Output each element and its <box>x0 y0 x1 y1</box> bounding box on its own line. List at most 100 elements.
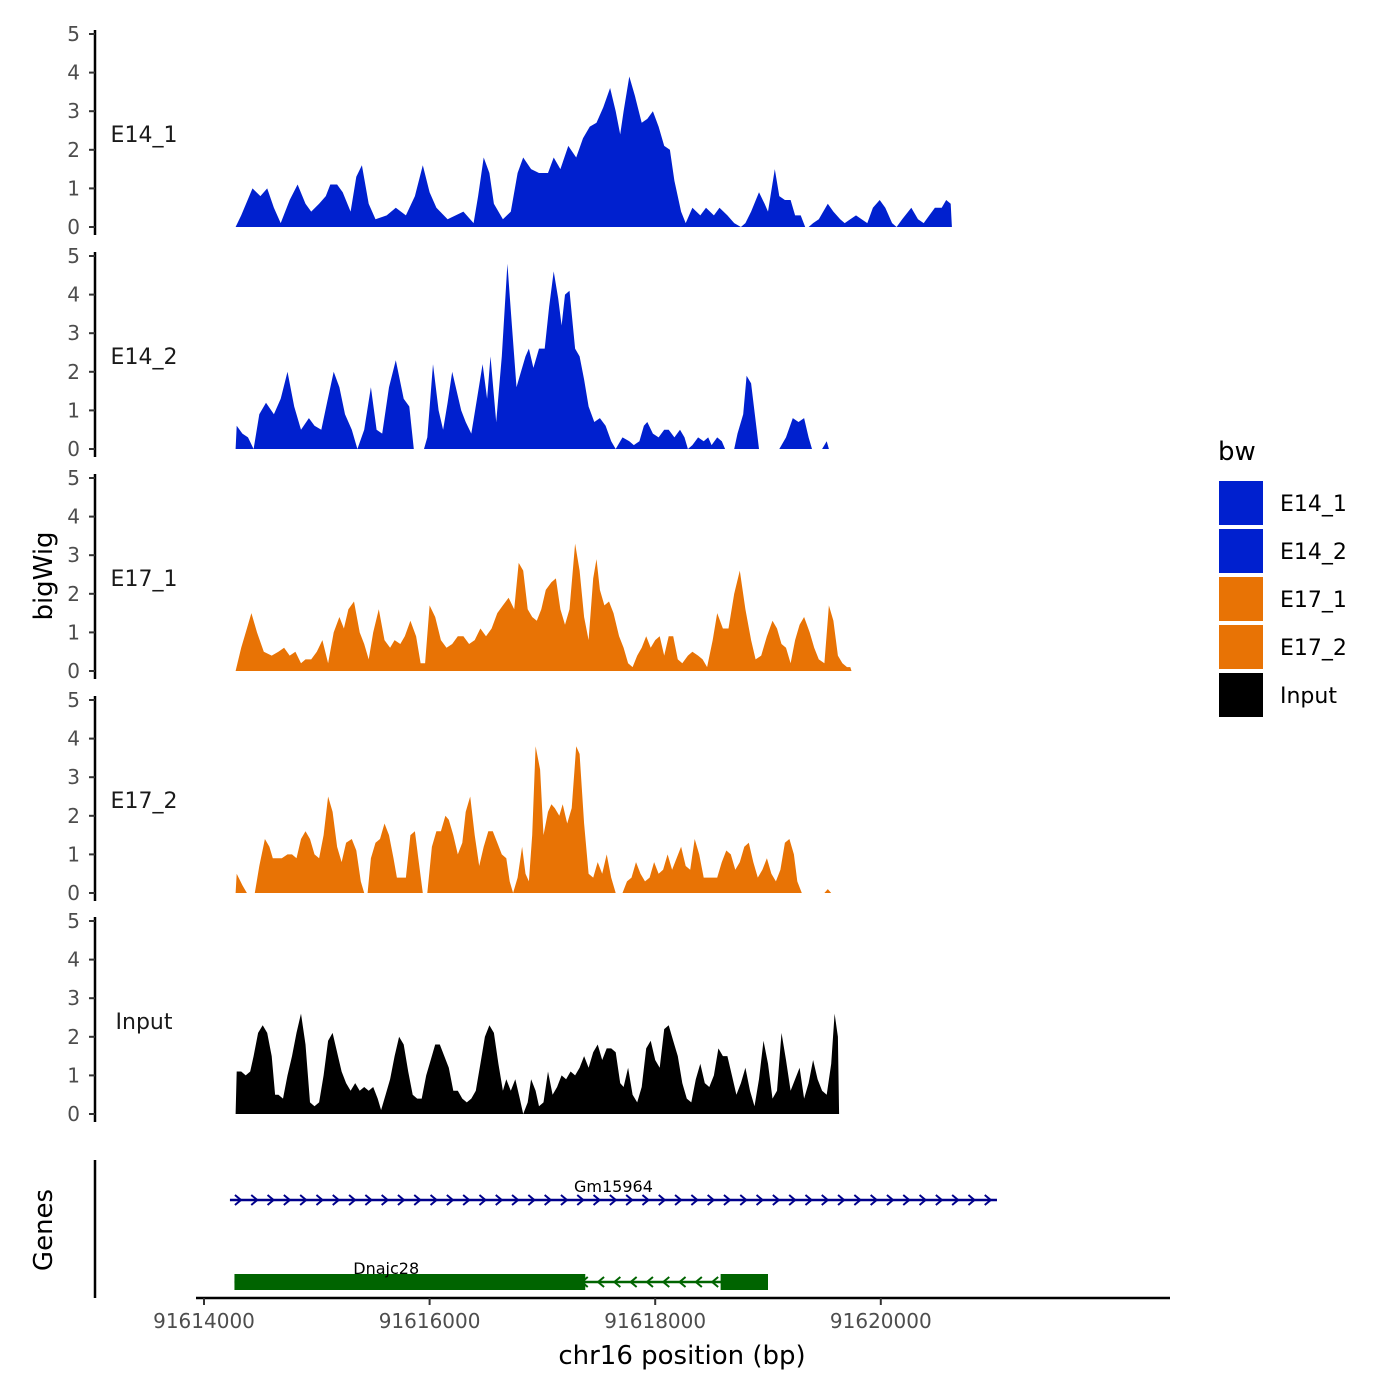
strand-chevron <box>710 1276 719 1288</box>
panel-label: Input <box>116 1010 173 1035</box>
strand-chevron <box>918 1194 928 1206</box>
panel-label: E17_1 <box>111 567 178 592</box>
coverage-area-e14-2 <box>235 263 829 449</box>
strand-chevron <box>837 1194 846 1206</box>
strand-chevron <box>629 1276 638 1288</box>
y-tick-label: 2 <box>67 138 80 162</box>
strand-chevron <box>315 1194 325 1206</box>
y-tick-label: 4 <box>67 283 80 307</box>
strand-chevron <box>612 1276 621 1288</box>
y-tick-label: 5 <box>67 244 80 268</box>
strand-chevron <box>609 1194 618 1206</box>
strand-chevron <box>332 1194 341 1206</box>
y-tick-label: 1 <box>67 842 80 866</box>
x-tick-label: 91616000 <box>379 1309 481 1333</box>
strand-chevron <box>821 1194 830 1206</box>
strand-chevron <box>495 1194 504 1206</box>
strand-chevron <box>804 1194 814 1206</box>
strand-chevron <box>677 1276 687 1288</box>
strand-chevron <box>658 1194 667 1206</box>
panel-label: E17_2 <box>111 789 178 814</box>
strand-chevron <box>478 1194 488 1206</box>
panel-label: E14_2 <box>111 345 178 370</box>
strand-chevron <box>674 1194 683 1206</box>
y-tick-label: 0 <box>67 437 80 461</box>
strand-chevron <box>234 1194 243 1206</box>
exon-block <box>234 1274 586 1290</box>
strand-chevron <box>690 1194 699 1206</box>
legend-label: Input <box>1280 684 1337 709</box>
strand-chevron <box>429 1194 439 1206</box>
strand-chevron <box>381 1194 390 1206</box>
strand-chevron <box>511 1194 520 1206</box>
strand-chevron <box>694 1276 703 1288</box>
y-tick-label: 4 <box>67 727 80 751</box>
track-e14-1: 0 1 2 3 4 5 E14_1 <box>67 22 952 239</box>
x-tick-label: 91618000 <box>604 1309 706 1333</box>
y-tick-label: 1 <box>67 398 80 422</box>
strand-chevron <box>625 1194 634 1206</box>
y-tick-label: 0 <box>67 215 80 239</box>
strand-chevron <box>283 1194 292 1206</box>
y-tick-label: 1 <box>67 620 80 644</box>
strand-chevron <box>935 1194 944 1206</box>
y-tick-label: 2 <box>67 582 80 606</box>
y-tick-label: 2 <box>67 360 80 384</box>
y-tick-label: 4 <box>67 948 80 972</box>
strand-chevron <box>413 1194 422 1206</box>
legend-label: E14_1 <box>1280 492 1347 517</box>
y-tick-label: 2 <box>67 1025 80 1049</box>
strand-chevron <box>266 1194 276 1206</box>
strand-chevron <box>755 1194 765 1206</box>
x-tick-label: 91620000 <box>830 1309 932 1333</box>
strand-chevron <box>544 1194 553 1206</box>
y-tick-label: 1 <box>67 176 80 200</box>
strand-chevron <box>596 1276 605 1288</box>
x-tick-label: 91614000 <box>153 1309 255 1333</box>
x-axis: 91614000 91616000 91618000 91620000 <box>153 1296 1170 1333</box>
exon-block <box>720 1274 768 1290</box>
y-tick-label: 4 <box>67 61 80 85</box>
genes-axis-title: Genes <box>29 1189 59 1271</box>
strand-chevron <box>853 1194 862 1206</box>
strand-chevron <box>527 1194 536 1206</box>
strand-chevron <box>707 1194 716 1206</box>
y-tick-label: 3 <box>67 765 80 789</box>
strand-chevron <box>299 1194 308 1206</box>
strand-chevron <box>348 1194 357 1206</box>
strand-chevron <box>645 1276 654 1288</box>
strand-chevron <box>661 1276 670 1288</box>
strand-chevron <box>723 1194 732 1206</box>
legend-key-input <box>1217 671 1265 719</box>
legend-key-e17-2 <box>1217 623 1265 671</box>
strand-chevron <box>739 1194 748 1206</box>
y-tick-label: 5 <box>67 909 80 933</box>
legend-title: bw <box>1218 437 1256 467</box>
strand-chevron <box>886 1194 895 1206</box>
coverage-tracks: 0 1 2 3 4 5 E14_1 0 1 2 3 4 5 E14_2 0 1 2 3 4 5 E17_1 0 1 2 3 4 5 E… <box>67 22 952 1126</box>
legend: bw E14_1 E14_2 E17_1 E17_2 Input <box>1217 437 1347 719</box>
track-e17-1: 0 1 2 3 4 5 E17_1 <box>67 466 852 683</box>
y-tick-label: 0 <box>67 659 80 683</box>
y-tick-label: 3 <box>67 99 80 123</box>
y-tick-label: 3 <box>67 543 80 567</box>
gene-track: Gm15964 Dnajc28 <box>93 1160 997 1298</box>
strand-chevron <box>967 1194 977 1206</box>
y-tick-label: 0 <box>67 1102 80 1126</box>
gene-gm15964: Gm15964 <box>229 1177 997 1206</box>
y-tick-label: 0 <box>67 881 80 905</box>
strand-chevron <box>870 1194 879 1206</box>
legend-key-e14-2 <box>1217 527 1265 575</box>
track-e17-2: 0 1 2 3 4 5 E17_2 <box>67 688 832 905</box>
strand-chevron <box>560 1194 569 1206</box>
coverage-area-e17-1 <box>235 543 852 671</box>
gene-label: Dnajc28 <box>353 1259 419 1278</box>
y-tick-label: 3 <box>67 321 80 345</box>
panel-label: E14_1 <box>111 123 178 148</box>
coverage-area-e17-2 <box>235 746 832 893</box>
legend-label: E17_2 <box>1280 636 1347 661</box>
y-tick-label: 4 <box>67 505 80 529</box>
y-tick-label: 5 <box>67 688 80 712</box>
strand-chevron <box>250 1194 259 1206</box>
